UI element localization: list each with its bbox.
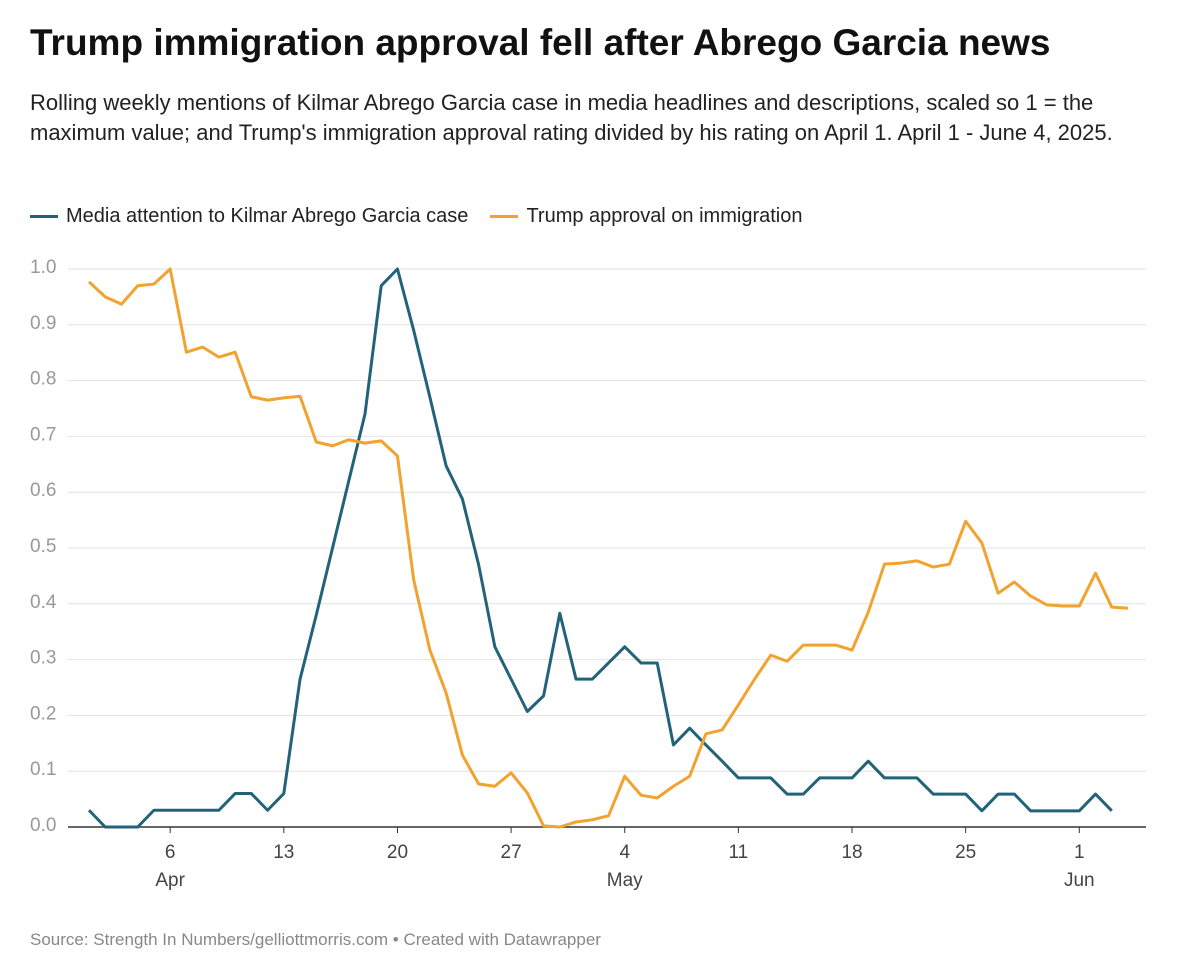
- y-tick-label: 0.1: [30, 759, 56, 780]
- y-tick-label: 0.7: [30, 424, 56, 445]
- footer: Source: Strength In Numbers/gelliottmorr…: [30, 930, 601, 949]
- x-tick-label: 1: [1074, 842, 1085, 863]
- y-tick-label: 0.4: [30, 592, 57, 613]
- x-tick-label: 13: [273, 842, 294, 863]
- x-tick-label: 20: [387, 842, 408, 863]
- legend-swatch: [490, 215, 519, 218]
- y-tick-label: 0.2: [30, 703, 56, 724]
- y-tick-label: 0.3: [30, 648, 56, 669]
- series-line: [87, 267, 1113, 829]
- y-tick-label: 0.8: [30, 369, 56, 390]
- x-month-label: Jun: [1064, 870, 1095, 891]
- chart-title: Trump immigration approval fell after Ab…: [30, 22, 1051, 63]
- legend-label: Trump approval on immigration: [526, 205, 803, 227]
- legend-item: Trump approval on immigration: [490, 205, 802, 228]
- x-tick-label: 6: [165, 842, 176, 863]
- x-tick-label: 27: [501, 842, 522, 863]
- y-tick-label: 0.6: [30, 480, 56, 501]
- series-line: [87, 267, 1129, 829]
- y-tick-label: 0.5: [30, 536, 56, 557]
- y-tick-label: 0.9: [30, 313, 56, 334]
- legend-item: Media attention to Kilmar Abrego Garcia …: [30, 205, 468, 228]
- x-tick-label: 4: [619, 842, 630, 863]
- chart-subtitle: Rolling weekly mentions of Kilmar Abrego…: [30, 90, 1113, 145]
- x-tick-label: 18: [841, 842, 862, 863]
- legend-swatch: [30, 215, 58, 218]
- legend: Media attention to Kilmar Abrego Garcia …: [30, 205, 802, 228]
- x-month-label: Apr: [155, 870, 185, 891]
- x-tick-label: 11: [729, 842, 749, 863]
- y-tick-label: 1.0: [30, 257, 56, 278]
- x-month-label: May: [607, 870, 643, 891]
- legend-label: Media attention to Kilmar Abrego Garcia …: [66, 205, 469, 227]
- y-tick-label: 0.0: [30, 815, 56, 836]
- x-tick-label: 25: [955, 842, 976, 863]
